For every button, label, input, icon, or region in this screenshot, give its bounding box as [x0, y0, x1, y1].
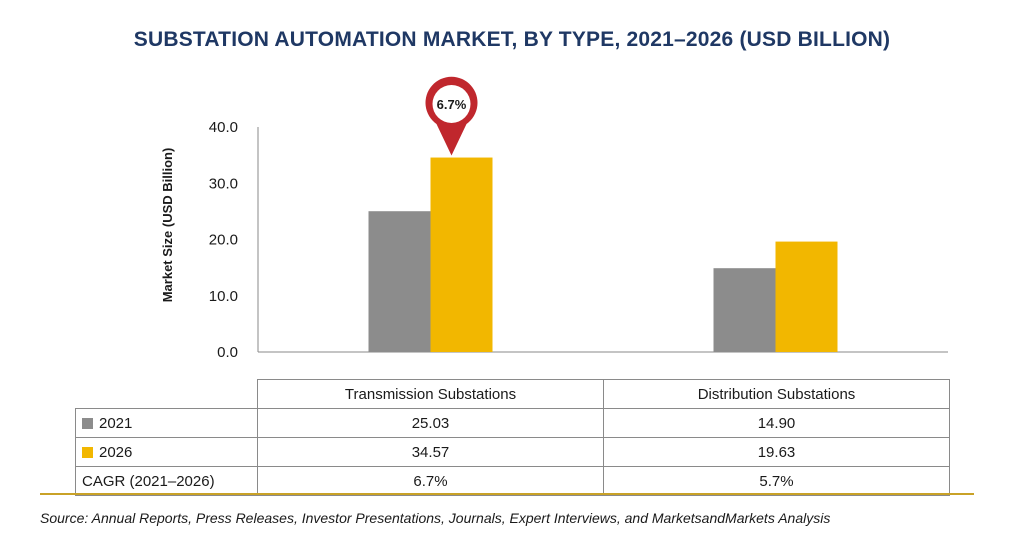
legend-2026: 2026: [75, 437, 258, 467]
bar-2021-2: [713, 268, 776, 352]
data-label: 25.03: [257, 408, 604, 438]
data-table: Transmission Substations Distribution Su…: [75, 379, 950, 496]
data-label: 34.57: [257, 437, 604, 467]
table-row-cagr: CAGR (2021–2026) 6.7% 5.7%: [75, 466, 950, 496]
y-tick-label: 30.0: [209, 175, 238, 192]
callout-inner: [432, 85, 471, 123]
cagr-label: CAGR (2021–2026): [75, 466, 258, 496]
series-name: 2026: [99, 443, 133, 461]
source-note: Source: Annual Reports, Press Releases, …: [40, 510, 831, 526]
y-tick-label: 20.0: [209, 232, 238, 249]
category-label: Transmission Substations: [257, 379, 604, 409]
swatch-2026: [82, 446, 93, 458]
category-label: Distribution Substations: [603, 379, 950, 409]
data-label: 19.63: [603, 437, 950, 467]
table-row-2026: 2026 34.57 19.63: [75, 437, 950, 467]
cagr-callout: 6.7%: [425, 76, 478, 156]
callout-text: 6.7%: [437, 97, 467, 112]
cagr-value: 5.7%: [603, 466, 950, 496]
y-axis: 0.0 10.0 20.0 30.0 40.0: [209, 119, 948, 361]
y-tick-label: 10.0: [209, 288, 238, 305]
y-axis-label: Market Size (USD Billion): [160, 148, 175, 303]
series-name: 2021: [99, 414, 133, 432]
bar-2026-1: [430, 157, 493, 352]
chart-title: SUBSTATION AUTOMATION MARKET, BY TYPE, 2…: [133, 28, 891, 51]
data-label: 14.90: [603, 408, 950, 438]
source-divider: [40, 493, 974, 495]
bar-2021-1: [368, 211, 431, 352]
legend-2021: 2021: [75, 408, 258, 438]
bar-2026-2: [775, 241, 838, 352]
bar-chart: 0.0 10.0 20.0 30.0 40.0 Market Size (USD Bil…: [160, 76, 948, 361]
table-row-categories: Transmission Substations Distribution Su…: [76, 379, 950, 409]
table-corner: [76, 380, 258, 409]
y-tick-label: 0.0: [217, 344, 238, 361]
y-tick-label: 40.0: [209, 119, 238, 136]
swatch-2021: [82, 417, 93, 429]
cagr-value: 6.7%: [257, 466, 604, 496]
bars: [368, 157, 838, 352]
table-row-2021: 2021 25.03 14.90: [75, 408, 950, 438]
